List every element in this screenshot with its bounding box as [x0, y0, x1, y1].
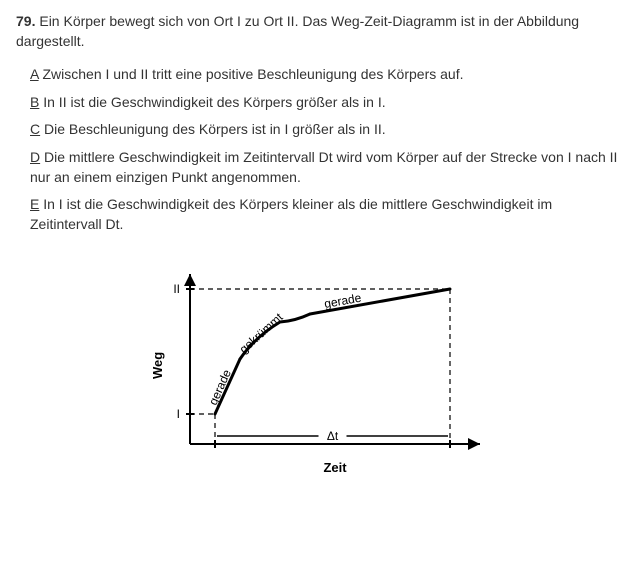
answer-text: In II ist die Geschwindigkeit des Körper… [43, 94, 385, 110]
svg-text:Weg: Weg [150, 352, 165, 379]
answer-letter: A [30, 66, 39, 82]
answer-d: D Die mittlere Geschwindigkeit im Zeitin… [30, 148, 623, 187]
question-text: Ein Körper bewegt sich von Ort I zu Ort … [16, 13, 579, 49]
svg-text:Δt: Δt [326, 429, 338, 443]
answer-b: B In II ist die Geschwindigkeit des Körp… [30, 93, 623, 113]
answer-letter: E [30, 196, 39, 212]
path-time-diagram: IIIΔtgeradegekrümmtgeradeWegZeit [140, 254, 500, 474]
svg-text:I: I [176, 407, 179, 421]
answer-text: Die mittlere Geschwindigkeit im Zeitinte… [30, 149, 617, 185]
answer-text: Zwischen I und II tritt eine positive Be… [42, 66, 463, 82]
answer-letter: B [30, 94, 39, 110]
svg-text:Zeit: Zeit [323, 460, 347, 474]
answer-text: In I ist die Geschwindigkeit des Körpers… [30, 196, 552, 232]
answer-e: E In I ist die Geschwindigkeit des Körpe… [30, 195, 623, 234]
answer-text: Die Beschleunigung des Körpers ist in I … [44, 121, 386, 137]
diagram-container: IIIΔtgeradegekrümmtgeradeWegZeit [16, 254, 623, 474]
svg-text:gerade: gerade [205, 367, 233, 407]
answers-list: A Zwischen I und II tritt eine positive … [16, 65, 623, 234]
question-header: 79. Ein Körper bewegt sich von Ort I zu … [16, 12, 623, 51]
question-number: 79. [16, 13, 35, 29]
answer-letter: C [30, 121, 40, 137]
svg-text:II: II [173, 282, 180, 296]
answer-letter: D [30, 149, 40, 165]
answer-a: A Zwischen I und II tritt eine positive … [30, 65, 623, 85]
svg-text:gekrümmt: gekrümmt [236, 310, 286, 357]
answer-c: C Die Beschleunigung des Körpers ist in … [30, 120, 623, 140]
